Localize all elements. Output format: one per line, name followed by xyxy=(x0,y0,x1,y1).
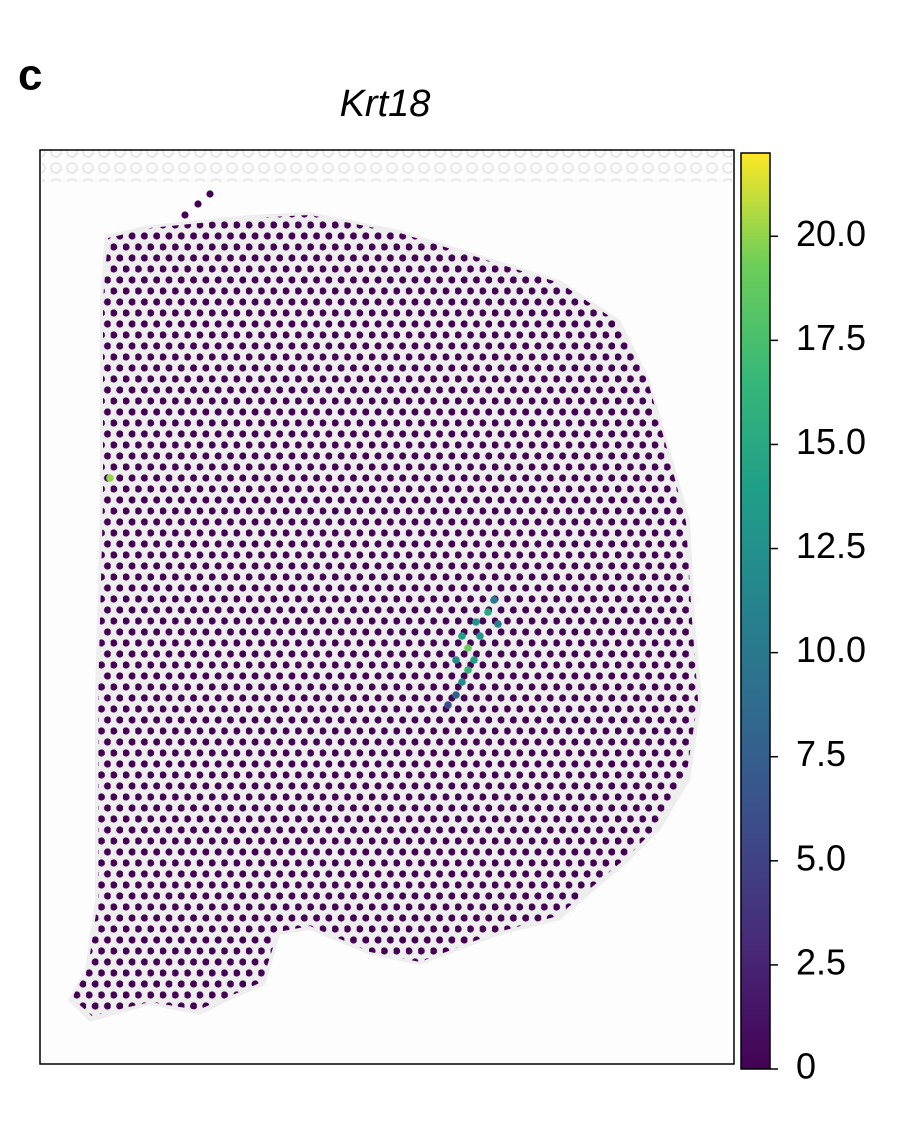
spot xyxy=(444,701,452,709)
spot xyxy=(490,596,498,604)
colorbar-tick-label: 5.0 xyxy=(796,837,846,878)
colorbar-tick-label: 15.0 xyxy=(796,421,866,462)
spot xyxy=(476,632,484,640)
spot xyxy=(452,691,460,699)
colorbar-tick-label: 2.5 xyxy=(796,941,846,982)
spot xyxy=(458,632,466,640)
spot xyxy=(458,678,466,686)
spot xyxy=(484,608,492,616)
colorbar xyxy=(740,152,771,1070)
stray-spot xyxy=(206,190,214,198)
fiducial-spots xyxy=(42,150,732,182)
tissue-spots xyxy=(72,215,698,1016)
chart-title: Krt18 xyxy=(340,83,431,125)
spot xyxy=(494,620,502,628)
spot xyxy=(106,474,114,482)
spot xyxy=(470,656,478,664)
colorbar-tick-label: 10.0 xyxy=(796,629,866,670)
colorbar-tick-label: 12.5 xyxy=(796,525,866,566)
tissue xyxy=(68,190,702,1022)
colorbar-tick-label: 7.5 xyxy=(796,733,846,774)
stray-spot xyxy=(181,211,189,219)
colorbar-tick-label: 17.5 xyxy=(796,317,866,358)
plot-frame xyxy=(39,149,735,1065)
expression-spots xyxy=(106,474,502,709)
colorbar-ticks: 0 2.5 5.0 7.5 10.0 12.5 15.0 17.5 20.0 xyxy=(770,213,866,1087)
colorbar-tick-label: 20.0 xyxy=(796,213,866,254)
spot xyxy=(452,656,460,664)
spot xyxy=(464,666,472,674)
colorbar-tick-label: 0 xyxy=(796,1046,816,1087)
stray-spot xyxy=(194,200,202,208)
spot xyxy=(472,618,480,626)
panel-label: c xyxy=(18,51,42,100)
spot xyxy=(464,644,472,652)
